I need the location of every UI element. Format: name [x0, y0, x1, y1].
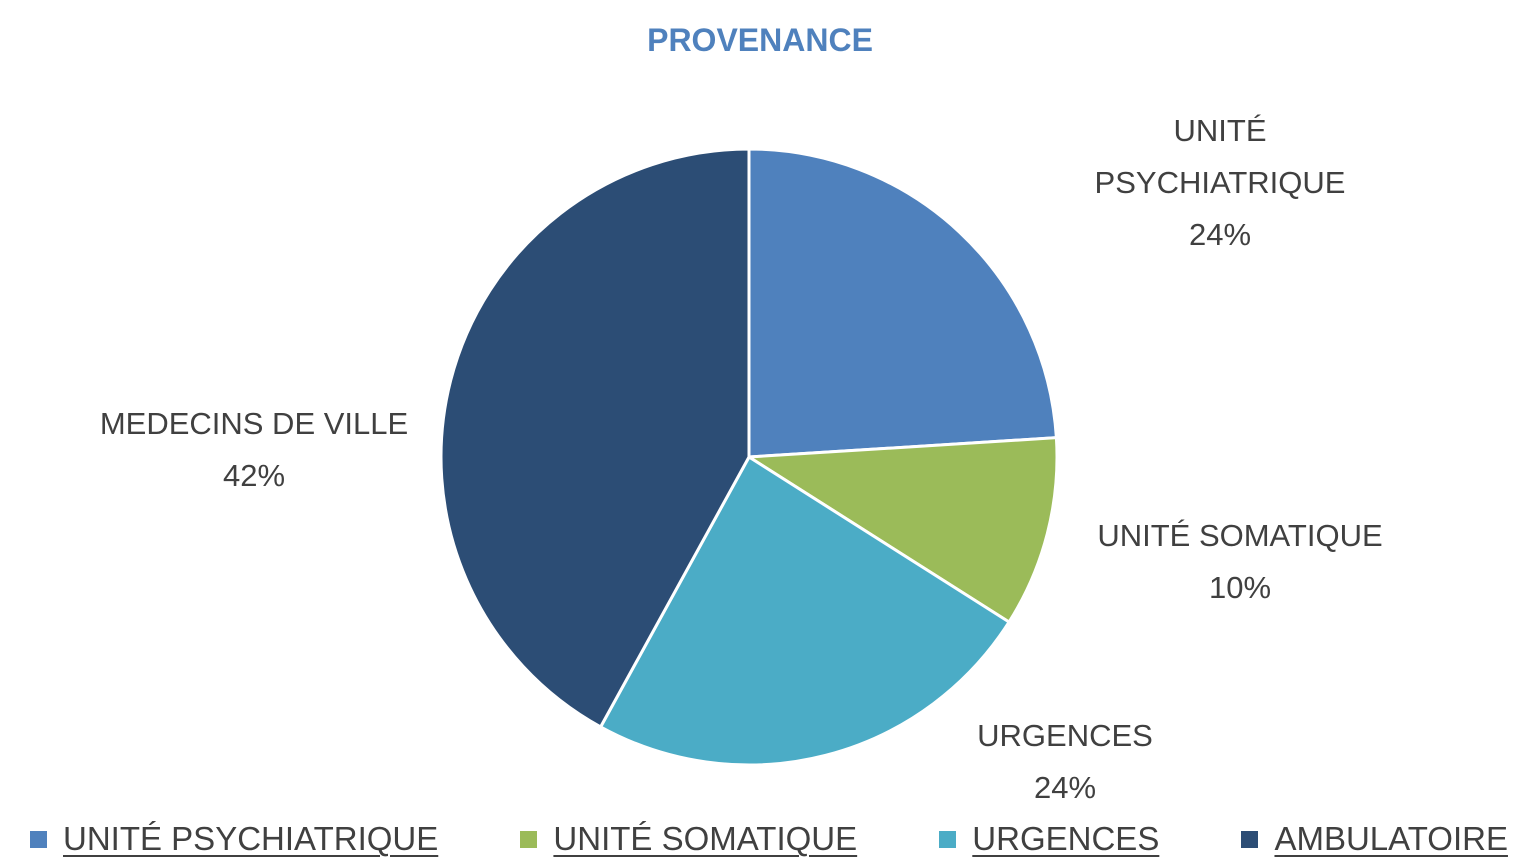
pie-slice	[747, 147, 1058, 459]
pie-slice	[744, 436, 1059, 625]
legend: UNITÉ PSYCHIATRIQUE UNITÉ SOMATIQUE URGENC…	[30, 820, 1508, 858]
pie-slice	[598, 454, 1012, 767]
legend-item: URGENCES	[939, 820, 1159, 858]
data-label-name: MEDECINS DE VILLE	[99, 406, 409, 441]
data-label-name: UNITÉ PSYCHIATRIQUE	[1094, 113, 1346, 200]
data-label-value: 24%	[1033, 770, 1097, 805]
data-label-name: URGENCES	[977, 718, 1153, 753]
legend-label: AMBULATOIRE	[1274, 820, 1508, 857]
legend-swatch	[30, 830, 47, 848]
legend-item: UNITÉ PSYCHIATRIQUE	[30, 820, 438, 858]
data-label-value: 24%	[1188, 217, 1252, 252]
data-label: URGENCES 24%	[935, 710, 1195, 814]
legend-item: UNITÉ SOMATIQUE	[520, 820, 857, 858]
data-label: UNITÉ SOMATIQUE 10%	[1060, 510, 1420, 614]
data-label-value: 10%	[1208, 570, 1272, 605]
legend-label: UNITÉ SOMATIQUE	[553, 820, 858, 857]
legend-swatch	[939, 830, 957, 848]
legend-swatch	[1241, 830, 1259, 848]
data-label-name: UNITÉ SOMATIQUE	[1097, 518, 1383, 553]
data-label-value: 42%	[222, 458, 286, 493]
legend-label: URGENCES	[972, 820, 1160, 857]
pie-slice	[439, 147, 751, 729]
legend-swatch	[520, 830, 538, 848]
data-label: MEDECINS DE VILLE 42%	[64, 398, 444, 502]
legend-item: AMBULATOIRE	[1241, 820, 1508, 858]
data-label: UNITÉ PSYCHIATRIQUE 24%	[1070, 105, 1370, 261]
chart-title: PROVENANCE	[647, 22, 873, 58]
legend-label: UNITÉ PSYCHIATRIQUE	[63, 820, 439, 857]
